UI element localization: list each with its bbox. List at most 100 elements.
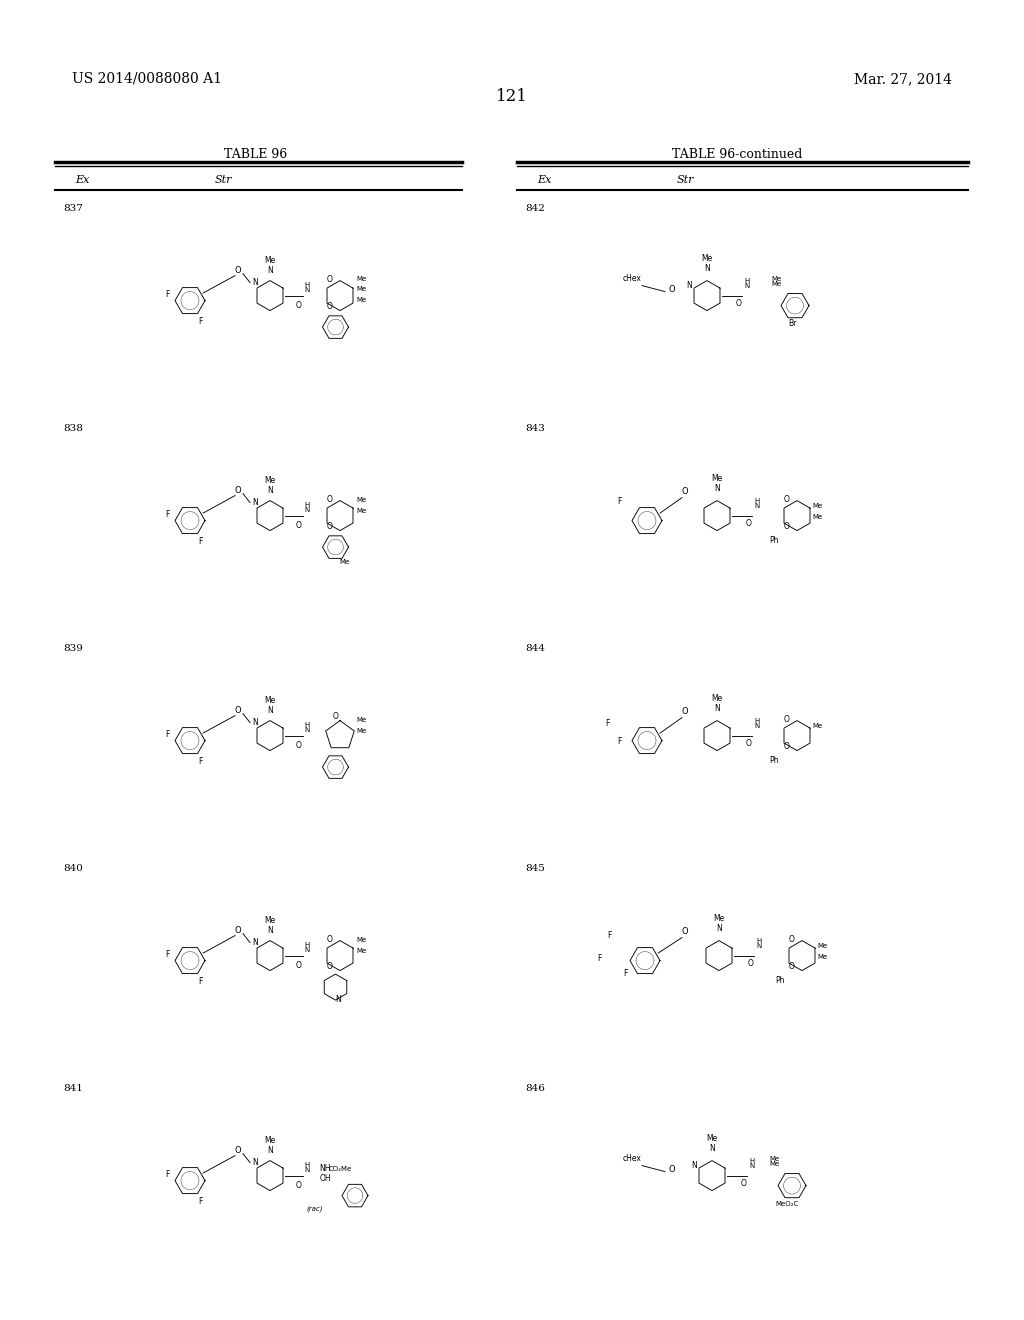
Text: 838: 838: [63, 424, 83, 433]
Text: F: F: [165, 1170, 170, 1179]
Text: O: O: [669, 1166, 675, 1173]
Text: Ph: Ph: [775, 975, 784, 985]
Text: O: O: [327, 302, 333, 312]
Text: N: N: [336, 995, 341, 1005]
Text: N: N: [691, 1162, 697, 1170]
Text: O: O: [682, 706, 688, 715]
Text: F: F: [199, 317, 203, 326]
Text: H
N: H N: [304, 282, 309, 293]
Text: Me: Me: [339, 558, 349, 565]
Text: Me: Me: [264, 256, 275, 265]
Text: F: F: [597, 953, 601, 962]
Text: O: O: [327, 275, 333, 284]
Text: cHex: cHex: [623, 1154, 641, 1163]
Text: Me: Me: [356, 498, 367, 503]
Text: Ph: Ph: [770, 755, 779, 764]
Text: Me: Me: [356, 286, 367, 292]
Text: TABLE 96-continued: TABLE 96-continued: [672, 148, 803, 161]
Text: N: N: [267, 267, 272, 275]
Text: O: O: [296, 961, 302, 970]
Text: O: O: [669, 285, 675, 294]
Text: Me: Me: [707, 1134, 718, 1143]
Text: cHex: cHex: [623, 273, 641, 282]
Text: Me: Me: [712, 474, 723, 483]
Text: Me: Me: [817, 942, 827, 949]
Text: N: N: [267, 1146, 272, 1155]
Text: H
N: H N: [744, 277, 750, 289]
Text: O: O: [746, 739, 752, 747]
Text: Me: Me: [812, 513, 822, 520]
Text: O: O: [327, 962, 333, 972]
Text: O: O: [741, 1179, 746, 1188]
Text: O: O: [234, 486, 242, 495]
Text: Me
Me: Me Me: [770, 1155, 780, 1167]
Text: O: O: [296, 741, 302, 750]
Text: Me: Me: [264, 1137, 275, 1144]
Text: Me: Me: [264, 916, 275, 925]
Text: 839: 839: [63, 644, 83, 653]
Text: Me: Me: [356, 948, 367, 953]
Text: N: N: [267, 927, 272, 935]
Text: Me: Me: [714, 913, 725, 923]
Text: F: F: [165, 950, 170, 960]
Text: O: O: [234, 267, 242, 275]
Text: F: F: [199, 977, 203, 986]
Text: Me: Me: [817, 953, 827, 960]
Text: O: O: [234, 1146, 242, 1155]
Text: N: N: [716, 924, 722, 933]
Text: TABLE 96: TABLE 96: [224, 148, 288, 161]
Text: N: N: [714, 704, 720, 713]
Text: O: O: [783, 523, 790, 531]
Text: N: N: [710, 1143, 715, 1152]
Text: N: N: [252, 718, 258, 726]
Text: 841: 841: [63, 1084, 83, 1093]
Text: O: O: [296, 301, 302, 310]
Text: 840: 840: [63, 865, 83, 873]
Text: 121: 121: [496, 88, 528, 106]
Text: N: N: [267, 706, 272, 715]
Text: 837: 837: [63, 205, 83, 213]
Text: F: F: [605, 718, 609, 727]
Text: Ex: Ex: [75, 176, 89, 185]
Text: O: O: [234, 706, 242, 715]
Text: O: O: [682, 927, 688, 936]
Text: F: F: [165, 510, 170, 519]
Text: F: F: [199, 758, 203, 766]
Text: Me: Me: [356, 276, 367, 281]
Text: F: F: [607, 931, 611, 940]
Text: Me: Me: [356, 937, 367, 942]
Text: 843: 843: [525, 424, 545, 433]
Text: H
N: H N: [304, 942, 309, 953]
Text: F: F: [165, 290, 170, 300]
Text: N: N: [714, 483, 720, 492]
Text: Me: Me: [356, 727, 367, 734]
Text: Me: Me: [356, 508, 367, 513]
Text: O: O: [234, 927, 242, 935]
Text: Me: Me: [812, 503, 822, 510]
Text: OH: OH: [319, 1173, 331, 1183]
Text: N: N: [686, 281, 692, 290]
Text: Me
Me: Me Me: [772, 276, 782, 286]
Text: F: F: [199, 537, 203, 546]
Text: CO₂Me: CO₂Me: [329, 1166, 351, 1172]
Text: O: O: [736, 298, 742, 308]
Text: Str: Str: [215, 176, 232, 185]
Text: MeO₂C: MeO₂C: [775, 1201, 799, 1206]
Text: Me: Me: [712, 693, 723, 702]
Text: H
N: H N: [757, 937, 762, 949]
Text: Me: Me: [356, 297, 367, 302]
Text: Me: Me: [264, 696, 275, 705]
Text: Br: Br: [787, 318, 797, 327]
Text: O: O: [783, 495, 790, 504]
Text: H
N: H N: [750, 1158, 755, 1168]
Text: US 2014/0088080 A1: US 2014/0088080 A1: [72, 73, 222, 86]
Text: Me: Me: [812, 723, 822, 729]
Text: Mar. 27, 2014: Mar. 27, 2014: [854, 73, 952, 86]
Text: H
N: H N: [304, 722, 309, 733]
Text: N: N: [252, 937, 258, 946]
Text: O: O: [333, 711, 339, 721]
Text: O: O: [296, 521, 302, 531]
Text: O: O: [783, 742, 790, 751]
Text: N: N: [267, 486, 272, 495]
Text: O: O: [327, 495, 333, 504]
